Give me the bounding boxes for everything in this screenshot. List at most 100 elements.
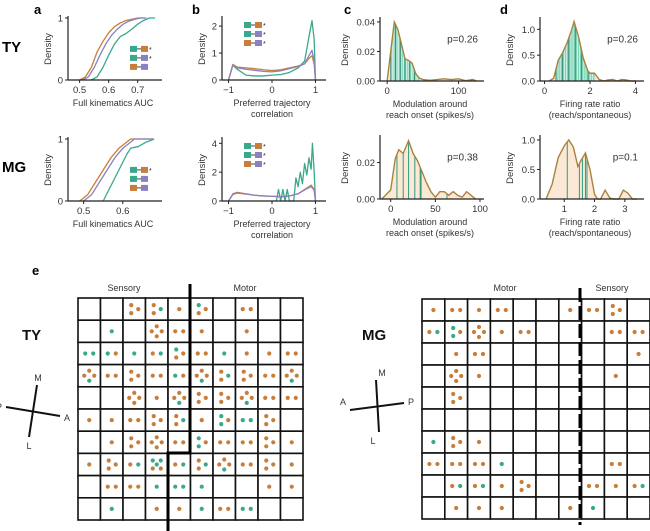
electrode-cell <box>603 430 629 454</box>
unit-dot-orange <box>129 303 134 308</box>
grid-TY: TY Sensory Motor M L P A <box>0 283 304 531</box>
unit-dot-green <box>451 333 456 339</box>
electrode-cell <box>234 363 259 388</box>
unit-dot-orange <box>105 484 110 489</box>
cell-border <box>626 474 650 498</box>
electrode-cell <box>257 430 282 455</box>
electrode-cell <box>167 385 192 410</box>
y-tick-label: 1.0 <box>522 135 535 146</box>
electrode-cell <box>122 341 147 366</box>
density-line <box>548 19 636 82</box>
electrode-cell <box>557 386 583 410</box>
unit-dot-orange <box>106 458 111 463</box>
cell-border <box>212 408 237 433</box>
series-line-green <box>275 142 317 202</box>
unit-dot-green <box>91 351 96 356</box>
electrode-cell <box>443 298 469 322</box>
unit-dot-orange <box>271 462 276 467</box>
electrode-cell <box>99 297 124 322</box>
compass-label-right: P <box>408 397 414 407</box>
electrode-cell <box>144 363 169 388</box>
chart-b-MG: −1 0 1 0 2 4 Density Preferred trajectorycorrel… <box>197 137 326 240</box>
legend-swatch <box>130 45 137 52</box>
electrode-cell <box>77 474 102 499</box>
cell-border <box>512 496 537 520</box>
cell-border <box>257 385 282 410</box>
cell-border <box>279 319 304 344</box>
y-axis-label: Density <box>43 33 54 65</box>
x-tick-label: 0.6 <box>102 85 115 96</box>
unit-dot-orange <box>586 307 592 313</box>
unit-dot-orange <box>196 311 201 316</box>
p-value: p=0.38 <box>447 153 478 164</box>
cell-border <box>443 364 469 388</box>
unit-dot-orange <box>196 466 201 471</box>
unit-dot-orange <box>128 484 133 489</box>
unit-dot-orange <box>427 461 432 467</box>
unit-dot-orange <box>177 506 182 511</box>
electrode-cell <box>580 452 606 476</box>
x-tick-label: 100 <box>472 204 488 215</box>
legend-swatch <box>255 22 262 28</box>
cell-border <box>626 452 650 476</box>
legend-entry: * <box>244 22 266 30</box>
unit-dot-green <box>219 422 224 427</box>
y-tick-label: 1 <box>58 135 63 146</box>
electrode-cell <box>189 452 214 477</box>
electrode-cell <box>466 430 492 454</box>
unit-dot-orange <box>519 479 524 485</box>
electrode-cell <box>626 430 650 454</box>
unit-dot-orange <box>471 329 477 335</box>
unit-dot-orange <box>173 329 178 334</box>
electrode-cell <box>512 364 537 388</box>
unit-dot-orange <box>196 399 201 404</box>
x-axis-label: reach onset (spikes/s) <box>386 110 474 120</box>
series-line-green <box>102 138 155 202</box>
electrode-cell <box>512 474 537 498</box>
unit-dot-orange <box>204 373 209 378</box>
unit-dot-green <box>181 418 186 423</box>
unit-dot-orange <box>289 462 294 467</box>
unit-dot-orange <box>248 462 253 467</box>
cell-border <box>122 496 147 521</box>
density-line <box>381 138 476 200</box>
electrode-cell <box>535 342 560 366</box>
legend-entry: * <box>244 143 266 151</box>
unit-dot-orange <box>129 311 134 316</box>
unit-dot-orange <box>151 303 156 308</box>
unit-dot-orange <box>154 445 159 450</box>
significance-marker: * <box>263 41 266 48</box>
cell-border <box>443 386 469 410</box>
legend-swatch <box>255 152 262 158</box>
unit-dot-orange <box>132 390 137 395</box>
significance-marker: * <box>149 47 152 54</box>
electrode-cell <box>122 297 147 322</box>
x-axis-label: Preferred trajectory <box>233 98 311 108</box>
cell-border <box>557 474 583 498</box>
unit-dot-orange <box>194 373 199 378</box>
cell-border <box>512 452 537 476</box>
unit-dot-orange <box>451 399 456 405</box>
cell-border <box>257 496 282 521</box>
cell-border <box>122 430 147 455</box>
electrode-cell <box>279 363 304 388</box>
legend-entry <box>130 184 148 191</box>
legend-swatch <box>130 184 137 191</box>
legend-swatch <box>255 40 262 46</box>
electrode-cell <box>99 385 124 410</box>
cell-border <box>489 342 514 366</box>
electrode-cell <box>77 297 102 322</box>
cell-border <box>77 363 102 388</box>
electrode-cell <box>77 385 102 410</box>
unit-dot-orange <box>431 307 436 313</box>
electrode-cell <box>466 474 492 498</box>
x-axis-label: Firing rate ratio <box>560 217 621 227</box>
x-axis-label: Full kinematics AUC <box>73 98 154 108</box>
electrode-cell <box>279 452 304 477</box>
cell-border <box>234 430 259 455</box>
electrode-cell <box>603 386 629 410</box>
cell-border <box>580 386 606 410</box>
unit-dot-orange <box>526 483 531 489</box>
electrode-cell <box>489 364 514 388</box>
cell-border <box>167 474 192 499</box>
